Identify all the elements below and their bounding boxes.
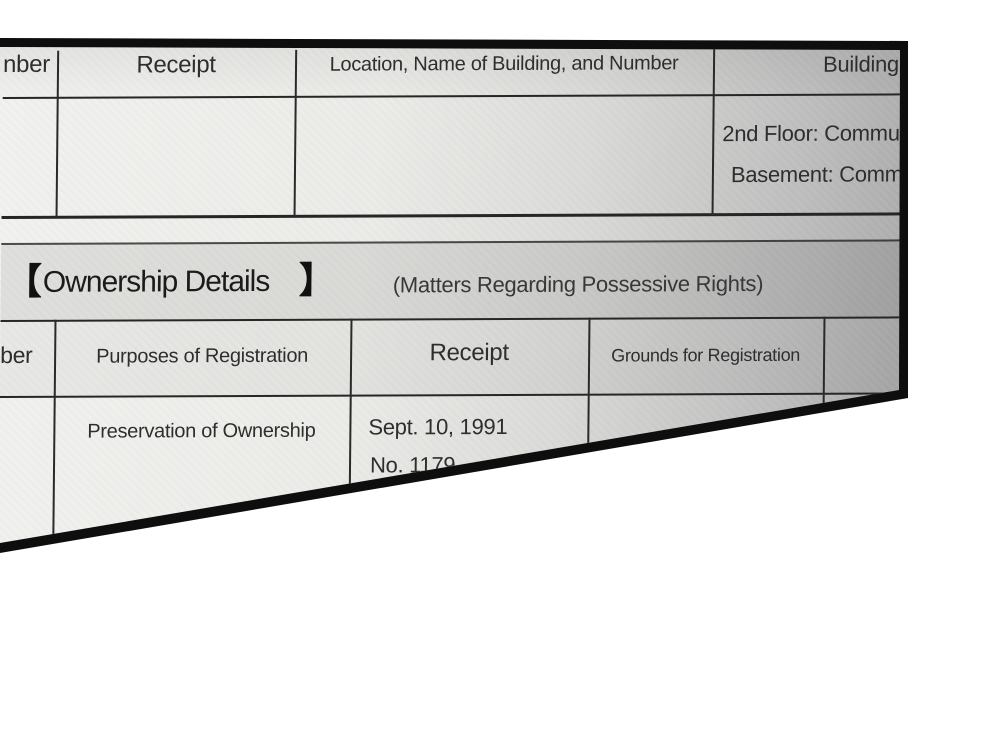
ownership-section-subtitle: (Matters Regarding Possessive Rights)	[392, 270, 764, 298]
building-table-building-header-partial: Building	[822, 51, 900, 77]
building-table-header-underline	[2, 93, 900, 99]
ownership-number-header-partial: ber	[0, 341, 33, 368]
ownership-purposes-header: Purposes of Registration	[96, 344, 309, 368]
building-table-receipt-header: Receipt	[136, 51, 216, 79]
title-bracket-close: 】	[298, 259, 335, 301]
title-bracket-open: 【	[5, 260, 42, 302]
building-table-location-header: Location, Name of Building, and Number	[329, 52, 679, 76]
ownership-section-title: Ownership Details	[42, 264, 270, 299]
building-table-number-header-partial: nber	[2, 50, 51, 78]
building-table-bottom-line	[1, 212, 900, 219]
ownership-row-purpose: Preservation of Ownership	[87, 419, 316, 443]
ownership-receipt-header: Receipt	[429, 338, 509, 367]
building-detail-second-floor: 2nd Floor: Commu	[722, 120, 900, 147]
building-detail-basement: Basement: Commu	[730, 161, 915, 188]
ownership-grounds-header: Grounds for Registration	[611, 344, 801, 366]
ownership-row-receipt-date: Sept. 10, 1991	[368, 413, 508, 440]
